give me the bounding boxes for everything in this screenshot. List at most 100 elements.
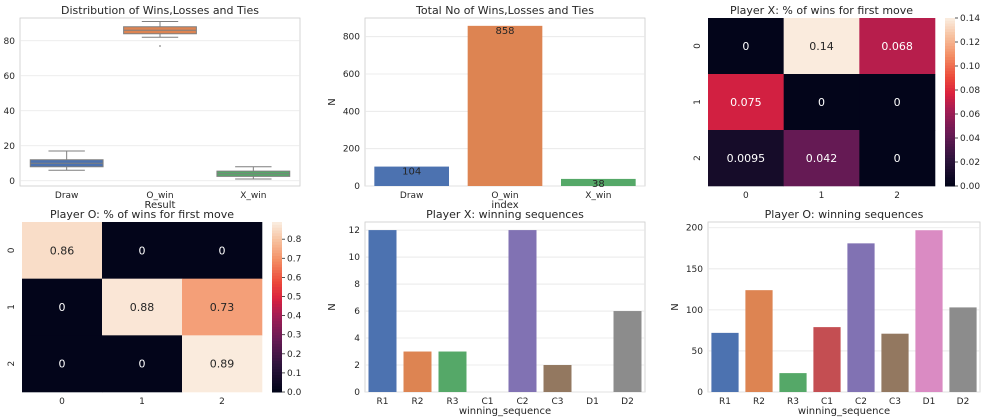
colorbar-segment-2-9 xyxy=(945,43,955,47)
xtick-label-4-4: C2 xyxy=(516,397,528,407)
colorbar-segment-2-58 xyxy=(945,180,955,184)
xtick-label-5-3: C1 xyxy=(821,397,833,407)
ytick-label-4-3: 6 xyxy=(354,307,360,317)
bar-value-label-1-2: 38 xyxy=(592,179,605,190)
heatmap-cell-label-2-2-1: 0.042 xyxy=(806,152,838,165)
colorbar-segment-3-17 xyxy=(272,270,282,274)
colorbar-segment-3-31 xyxy=(272,309,282,314)
colorbar-segment-3-48 xyxy=(272,358,282,362)
x-axis-label-1: index xyxy=(491,200,518,211)
bar-5-6 xyxy=(915,230,943,392)
colorbar-segment-3-39 xyxy=(272,332,282,336)
heatmap-cell-label-2-0-2: 0.068 xyxy=(881,40,913,53)
colorbar-segment-2-51 xyxy=(945,160,955,165)
bar-4-0 xyxy=(368,230,397,392)
colorbar-segment-3-42 xyxy=(272,341,282,345)
bar-5-7 xyxy=(949,307,977,392)
heatmap-cell-2-2-2 xyxy=(859,130,936,187)
xtick-label-5-7: D2 xyxy=(957,397,970,407)
heatmap-cell-3-1-2 xyxy=(182,278,263,336)
colorbar-tick-label-3-7: 0.7 xyxy=(287,254,301,264)
colorbar-segment-3-34 xyxy=(272,318,282,322)
colorbar-segment-3-22 xyxy=(272,284,282,288)
heatmap-cell-label-3-1-1: 0.88 xyxy=(130,301,155,314)
colorbar-segment-2-24 xyxy=(945,85,955,89)
bar-1-1 xyxy=(467,25,543,187)
colorbar-segment-3-30 xyxy=(272,307,282,311)
colorbar-segment-3-41 xyxy=(272,338,282,342)
colorbar-segment-3-29 xyxy=(272,304,282,308)
ytick-label-1-1: 200 xyxy=(343,145,360,155)
heatmap-row-label-2-1: 1 xyxy=(693,99,703,105)
x-axis-label-5: winning_sequence xyxy=(798,406,890,417)
colorbar-segment-2-6 xyxy=(945,34,955,39)
colorbar-segment-2-54 xyxy=(945,169,955,173)
colorbar-tick-label-3-6: 0.6 xyxy=(287,273,302,283)
colorbar-segment-2-19 xyxy=(945,71,955,75)
colorbar-segment-2-57 xyxy=(945,177,955,181)
heatmap-cell-3-2-2 xyxy=(182,335,263,393)
heatmap-cell-label-2-1-0: 0.075 xyxy=(730,96,762,109)
heatmap-col-label-2-1: 1 xyxy=(819,191,825,201)
colorbar-segment-2-4 xyxy=(945,29,955,33)
xtick-label-4-7: D2 xyxy=(621,397,634,407)
xtick-label-5-6: D1 xyxy=(923,397,936,407)
colorbar-segment-3-37 xyxy=(272,326,282,331)
xtick-label-4-5: C3 xyxy=(551,397,563,407)
colorbar-segment-3-46 xyxy=(272,352,282,356)
colorbar-segment-3-7 xyxy=(272,241,282,246)
heatmap-cell-2-1-2 xyxy=(859,74,936,131)
colorbar-segment-3-2 xyxy=(272,227,282,231)
colorbar-segment-2-35 xyxy=(945,116,955,120)
heatmap-cell-label-2-0-0: 0 xyxy=(742,40,749,53)
heatmap-cell-label-2-0-1: 0.14 xyxy=(809,40,834,53)
colorbar-segment-3-58 xyxy=(272,386,282,390)
colorbar-segment-3-56 xyxy=(272,380,282,384)
colorbar-segment-3-15 xyxy=(272,264,282,268)
bar-5-2 xyxy=(779,373,807,392)
colorbar-segment-3-14 xyxy=(272,261,282,265)
colorbar-segment-2-15 xyxy=(945,60,955,64)
ytick-label-0-0: 0 xyxy=(9,177,15,187)
colorbar-segment-3-50 xyxy=(272,363,282,367)
chart-title-3: Player O: % of wins for first move xyxy=(50,208,234,221)
heatmap-cell-3-1-1 xyxy=(102,278,183,336)
colorbar-segment-3-1 xyxy=(272,224,282,229)
colorbar-segment-2-49 xyxy=(945,155,955,159)
heatmap-cell-label-3-1-0: 0 xyxy=(59,301,66,314)
ytick-label-5-3: 150 xyxy=(686,265,703,275)
colorbar-segment-3-20 xyxy=(272,278,282,282)
heatmap-cell-2-2-0 xyxy=(708,130,784,187)
xtick-label-1-1: O_win xyxy=(491,191,518,201)
colorbar-segment-3-51 xyxy=(272,366,282,370)
y-axis-label-1: N xyxy=(327,98,338,105)
colorbar-tick-label-3-8: 0.8 xyxy=(287,235,302,245)
heatmap-row-label-3-1: 1 xyxy=(7,304,17,310)
bar-4-4 xyxy=(508,230,537,392)
colorbar-segment-3-25 xyxy=(272,292,282,297)
bar-4-7 xyxy=(613,311,642,392)
heatmap-cell-2-2-1 xyxy=(783,130,860,187)
heatmap-cell-2-0-1 xyxy=(783,18,860,75)
xtick-label-5-5: C3 xyxy=(889,397,901,407)
colorbar-segment-2-1 xyxy=(945,20,955,25)
colorbar-segment-3-8 xyxy=(272,244,282,248)
colorbar-tick-label-2-3: 0.06 xyxy=(960,110,980,120)
colorbar-segment-3-12 xyxy=(272,256,282,260)
colorbar-segment-2-27 xyxy=(945,93,955,97)
xtick-label-0-0: Draw xyxy=(55,191,79,201)
heatmap-cell-label-2-2-2: 0 xyxy=(894,152,901,165)
colorbar-segment-2-25 xyxy=(945,88,955,92)
colorbar-segment-2-23 xyxy=(945,82,955,86)
heatmap-cell-3-2-0 xyxy=(22,335,103,393)
colorbar-segment-2-55 xyxy=(945,172,955,176)
bar-5-5 xyxy=(881,333,909,392)
colorbar-segment-2-0 xyxy=(945,18,955,22)
bar-5-3 xyxy=(813,327,841,392)
colorbar-tick-label-2-5: 0.10 xyxy=(960,62,980,72)
ytick-label-4-1: 2 xyxy=(354,361,360,371)
chart-title-5: Player O: winning sequences xyxy=(765,208,924,221)
colorbar-segment-3-4 xyxy=(272,233,282,237)
colorbar-segment-3-57 xyxy=(272,383,282,387)
colorbar-segment-2-2 xyxy=(945,23,955,27)
